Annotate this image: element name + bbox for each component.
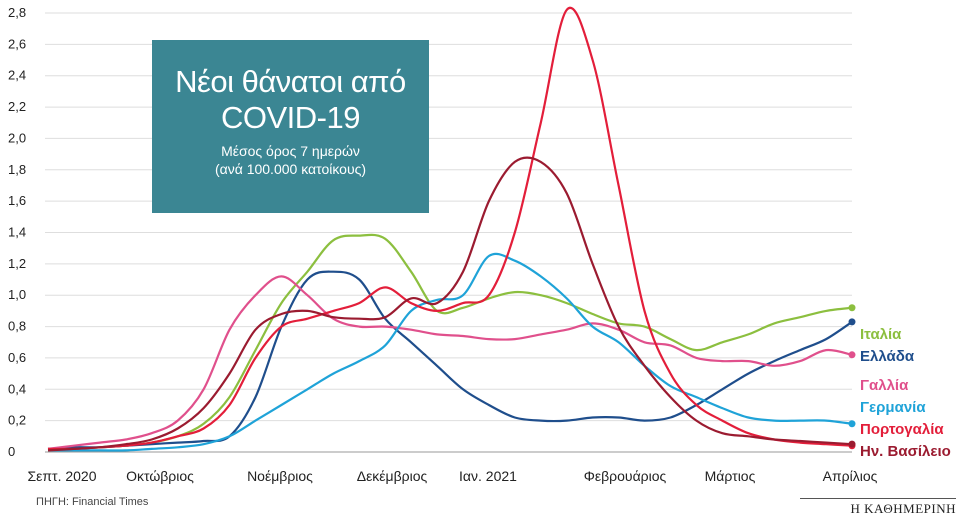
- legend: Ιταλία Ελλάδα Γαλλία Γερμανία Πορτογαλία Ην. …: [860, 326, 951, 460]
- x-tick-label: Οκτώβριος: [126, 468, 194, 484]
- y-tick-label: 0: [8, 444, 15, 459]
- y-tick-label: 2,0: [8, 130, 26, 145]
- legend-label-0: Ιταλία: [860, 326, 902, 343]
- y-tick-label: 2,4: [8, 68, 26, 83]
- chart-subtitle: Μέσος όρος 7 ημερών (ανά 100.000 κατοίκο…: [152, 142, 429, 178]
- x-tick-label: Σεπτ. 2020: [27, 468, 96, 484]
- brand-name: Η ΚΑΘΗΜΕΡΙΝΗ: [850, 501, 956, 516]
- y-tick-label: 2,6: [8, 36, 26, 51]
- y-tick-label: 0,6: [8, 350, 26, 365]
- y-tick-label: 2,2: [8, 99, 26, 114]
- y-axis-ticks: 0 0,2 0,4 0,6 0,8 1,0 1,2 1,4 1,6 1,8 2,0 2,2 2,4 2,6…: [8, 5, 26, 459]
- series-end-dot-1: [848, 318, 856, 326]
- y-tick-label: 1,4: [8, 225, 26, 240]
- y-tick-label: 1,2: [8, 256, 26, 271]
- x-axis-ticks: Σεπτ. 2020 Οκτώβριος Νοέμβριος Δεκέμβριος Ια…: [27, 468, 877, 484]
- legend-label-4: Πορτογαλία: [860, 421, 944, 438]
- chart-title-box: Νέοι θάνατοι από COVID-19 Μέσος όρος 7 η…: [152, 40, 429, 213]
- series-end-dot-3: [848, 420, 856, 428]
- series-line-0: [47, 233, 853, 451]
- series-line-5: [47, 156, 853, 452]
- y-tick-label: 2,8: [8, 5, 26, 20]
- x-tick-label: Μάρτιος: [705, 468, 756, 484]
- x-tick-label: Νοέμβριος: [247, 468, 313, 484]
- series-line-3: [48, 252, 853, 452]
- x-tick-label: Δεκέμβριος: [357, 468, 428, 484]
- chart-subtitle-line1: Μέσος όρος 7 ημερών: [221, 143, 360, 159]
- legend-label-3: Γερμανία: [860, 399, 926, 416]
- y-tick-label: 1,0: [8, 287, 26, 302]
- y-tick-label: 1,6: [8, 193, 26, 208]
- series-end-dot-5: [848, 440, 856, 448]
- source-note: ΠΗΓΗ: Financial Times: [36, 496, 149, 508]
- legend-label-5: Ην. Βασίλειο: [860, 443, 951, 460]
- series-lines: [47, 6, 856, 452]
- series-line-4: [47, 6, 853, 451]
- y-tick-label: 0,8: [8, 319, 26, 334]
- legend-label-2: Γαλλία: [860, 377, 909, 394]
- x-tick-label: Απρίλιος: [823, 468, 878, 484]
- series-end-dot-2: [848, 351, 856, 359]
- legend-label-1: Ελλάδα: [860, 348, 915, 365]
- x-tick-label: Φεβρουάριος: [584, 468, 667, 484]
- series-line-1: [47, 270, 853, 450]
- chart-subtitle-line2: (ανά 100.000 κατοίκους): [214, 161, 367, 177]
- chart-title: Νέοι θάνατοι από COVID-19: [175, 64, 406, 135]
- series-line-2: [47, 275, 853, 450]
- series-end-dot-0: [848, 304, 856, 312]
- y-tick-label: 0,4: [8, 381, 26, 396]
- y-tick-label: 0,2: [8, 413, 26, 428]
- brand-rule: [800, 498, 956, 499]
- y-tick-label: 1,8: [8, 162, 26, 177]
- x-tick-label: Ιαν. 2021: [459, 468, 517, 484]
